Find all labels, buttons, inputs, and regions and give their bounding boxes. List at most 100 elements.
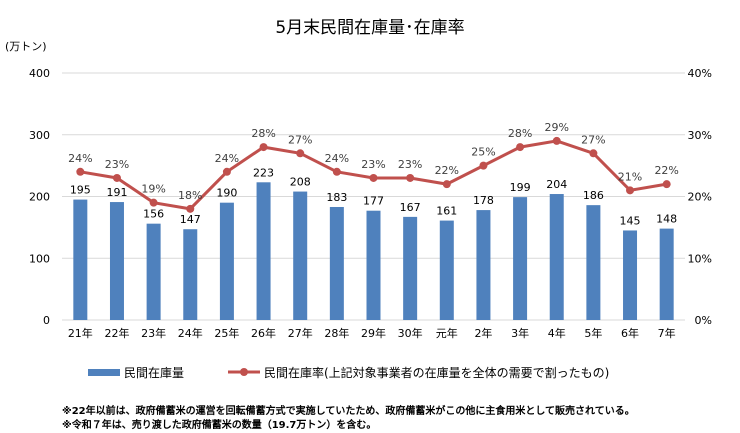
bar [586,205,601,320]
rate-point [516,143,525,152]
rate-data-label: 22% [435,164,459,177]
y-tick-label: 200 [29,191,50,204]
x-tick-label: 25年 [214,326,239,340]
rate-data-label: 24% [215,152,239,165]
y2-tick-label: 40% [688,67,712,80]
rate-point [552,136,561,145]
bar [659,228,674,320]
y2-tick-label: 20% [688,191,712,204]
bar-data-label: 178 [473,194,494,207]
rate-data-label: 27% [288,133,312,146]
y2-tick-label: 0% [695,314,712,327]
rate-data-label: 23% [398,158,422,171]
rate-data-label: 25% [471,146,495,159]
rate-point [662,180,671,189]
rate-data-label: 27% [581,133,605,146]
bar [439,220,454,320]
x-tick-label: 27年 [288,326,313,340]
rate-point [369,173,378,182]
x-tick-label: 2年 [474,326,492,340]
y-tick-label: 100 [29,252,50,265]
x-tick-label: 7年 [658,326,676,340]
bar [293,191,308,320]
bar-data-label: 186 [583,189,604,202]
x-tick-label: 3年 [511,326,529,340]
bar-data-label: 147 [180,213,201,226]
legend-bar-swatch [88,369,120,376]
footnote-2: ※令和７年は、売り渡した政府備蓄米の数量（19.7万トン）を含む。 [62,420,377,431]
bar [329,206,344,320]
bar [403,216,418,320]
bar-data-label: 190 [216,187,237,200]
rate-data-label: 19% [141,183,165,196]
y-tick-label: 400 [29,67,50,80]
bar [219,202,234,320]
chart-title: 5月末民間在庫量･在庫率 [275,18,464,38]
rate-point [222,167,231,176]
rate-data-label: 22% [654,164,678,177]
x-tick-label: 23年 [141,326,166,340]
legend-line-label: 民間在庫率(上記対象事業者の在庫量を全体の需要で割ったもの) [264,365,609,380]
rate-data-label: 23% [361,158,385,171]
rate-data-label: 24% [68,152,92,165]
rate-data-label: 28% [251,127,275,140]
x-tick-label: 元年 [436,326,458,340]
bar-data-label: 161 [436,205,457,218]
rate-point [442,180,451,189]
bar [549,194,564,320]
y-tick-label: 0 [43,314,50,327]
footnote-1: ※22年以前は、政府備蓄米の運営を回転備蓄方式で実施していたため、政府備蓄米がこ… [62,406,635,417]
bar-data-label: 204 [546,178,567,191]
rate-point [296,149,305,158]
bar [146,223,161,320]
rate-data-label: 18% [178,189,202,202]
bar-data-label: 191 [106,186,127,199]
rate-point [479,161,488,170]
x-tick-label: 22年 [104,326,129,340]
x-tick-label: 28年 [324,326,349,340]
bar-data-label: 145 [620,214,641,227]
bar-data-label: 167 [400,201,421,214]
rate-data-label: 28% [508,127,532,140]
x-tick-label: 26年 [251,326,276,340]
x-tick-label: 6年 [621,326,639,340]
rate-point [112,173,121,182]
rate-point [626,186,635,195]
rate-point [149,198,158,207]
rate-point [76,167,85,176]
rate-point [259,143,268,152]
bar-data-label: 199 [510,181,531,194]
rate-point [186,204,195,213]
bar-data-label: 223 [253,166,274,179]
legend-bar-label: 民間在庫量 [124,366,184,380]
x-tick-label: 30年 [398,326,423,340]
bar [256,182,271,320]
y2-tick-label: 30% [688,129,712,142]
bar [476,210,491,320]
bar [109,202,124,320]
bar-data-label: 183 [326,191,347,204]
y-axis-unit: (万トン) [5,40,47,53]
x-tick-label: 5年 [584,326,602,340]
bar-data-label: 156 [143,208,164,221]
rate-point [406,173,415,182]
bar-data-label: 208 [290,176,311,189]
bar [513,197,528,320]
bar-data-label: 177 [363,195,384,208]
x-tick-label: 24年 [178,326,203,340]
rate-data-label: 23% [105,158,129,171]
rate-data-label: 24% [325,152,349,165]
y2-tick-label: 10% [688,252,712,265]
y-tick-label: 300 [29,129,50,142]
x-tick-label: 4年 [548,326,566,340]
bar [73,199,88,320]
x-tick-label: 21年 [68,326,93,340]
bar-data-label: 148 [656,213,677,226]
x-tick-label: 29年 [361,326,386,340]
rate-data-label: 29% [545,121,569,134]
bar [183,229,198,320]
rate-data-label: 21% [618,170,642,183]
rate-point [332,167,341,176]
